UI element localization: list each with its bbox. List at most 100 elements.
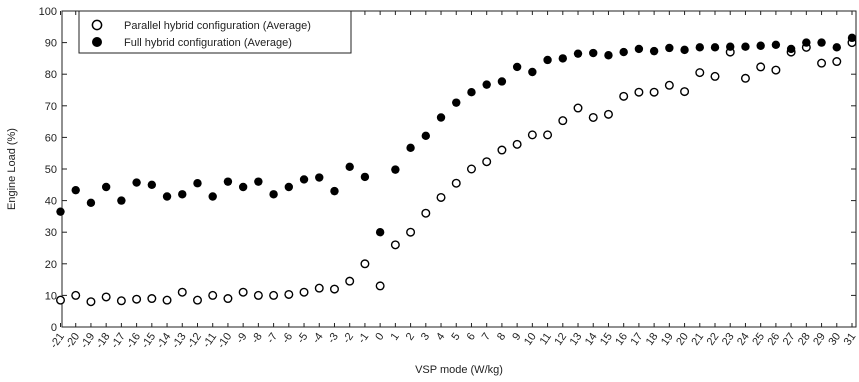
x-tick-label: -6 xyxy=(280,331,295,346)
full-hybrid-point xyxy=(375,228,385,237)
parallel-hybrid-point xyxy=(132,294,142,304)
parallel-hybrid-point xyxy=(116,296,126,306)
full-hybrid-point xyxy=(619,47,628,57)
full-hybrid-point xyxy=(512,62,522,72)
full-hybrid-point xyxy=(132,178,141,187)
x-tick-label: 14 xyxy=(583,331,600,348)
parallel-hybrid-point xyxy=(269,290,279,300)
full-hybrid-point xyxy=(573,49,583,58)
parallel-hybrid-point xyxy=(543,130,553,140)
y-tick-label: 40 xyxy=(45,196,57,208)
legend-box xyxy=(78,10,352,54)
x-tick-label: 12 xyxy=(552,331,569,348)
parallel-hybrid-point xyxy=(710,71,720,81)
x-tick-label: 15 xyxy=(598,331,615,348)
x-tick-label: -16 xyxy=(124,331,143,351)
x-tick-label: 23 xyxy=(720,331,737,348)
parallel-hybrid-point xyxy=(192,295,202,305)
parallel-hybrid-point xyxy=(817,58,827,68)
x-tick-label: -11 xyxy=(201,331,219,350)
y-tick-label: 60 xyxy=(45,132,57,144)
y-tick-label: 0 xyxy=(51,322,57,334)
x-tick-label: 0 xyxy=(373,331,386,343)
y-tick-label: 30 xyxy=(45,227,57,239)
y-tick-label: 50 xyxy=(45,164,57,176)
full-hybrid-point xyxy=(208,192,217,201)
full-hybrid-point xyxy=(269,190,278,199)
full-hybrid-point xyxy=(649,46,659,56)
y-axis: 0 10 20 30 40 50 60 70 80 90 100 xyxy=(39,6,856,334)
x-tick-label: 16 xyxy=(613,331,630,348)
x-tick-label: -3 xyxy=(325,331,340,346)
full-hybrid-point xyxy=(315,173,324,182)
x-tick-label: 25 xyxy=(750,331,767,348)
x-tick-label: -12 xyxy=(185,331,204,351)
parallel-hybrid-point xyxy=(603,109,613,119)
full-hybrid-point xyxy=(147,180,157,189)
plot-area xyxy=(61,10,857,328)
parallel-hybrid-point xyxy=(56,295,66,305)
full-hybrid-point xyxy=(223,177,233,186)
parallel-hybrid-point xyxy=(740,73,750,83)
x-tick-label: 19 xyxy=(659,331,676,348)
parallel-hybrid-point xyxy=(253,290,263,300)
full-hybrid-point xyxy=(406,143,415,153)
full-hybrid-point xyxy=(634,44,644,54)
x-tick-label: -4 xyxy=(310,331,325,346)
x-tick-label: 4 xyxy=(434,331,447,343)
full-hybrid-point xyxy=(330,186,339,196)
parallel-hybrid-point xyxy=(497,145,507,155)
x-tick-label: -18 xyxy=(94,331,113,351)
x-tick-label: -7 xyxy=(265,331,280,346)
x-tick-label: -15 xyxy=(139,331,158,351)
x-tick-label: 13 xyxy=(568,331,585,348)
full-hybrid-point xyxy=(817,38,826,47)
x-tick-label: 17 xyxy=(629,331,646,348)
full-hybrid-point xyxy=(452,98,461,107)
parallel-hybrid-point xyxy=(360,259,370,269)
parallel-hybrid-point xyxy=(314,283,324,293)
x-tick-label: 7 xyxy=(480,331,493,343)
x-tick-label: 24 xyxy=(735,331,752,348)
full-hybrid-point xyxy=(193,179,202,188)
legend: Parallel hybrid configuration (Average) F… xyxy=(78,10,352,54)
full-hybrid-point xyxy=(299,175,309,184)
parallel-hybrid-point xyxy=(634,87,644,97)
parallel-hybrid-point xyxy=(527,130,537,140)
full-hybrid-point xyxy=(238,182,248,192)
parallel-hybrid-point xyxy=(573,103,583,113)
x-tick-label: -19 xyxy=(78,331,97,351)
parallel-hybrid-point xyxy=(588,112,598,122)
x-tick-label: 22 xyxy=(705,331,722,348)
parallel-hybrid-point xyxy=(421,208,431,218)
x-tick-label: 29 xyxy=(811,331,828,348)
parallel-hybrid-point xyxy=(482,157,492,167)
parallel-hybrid-point xyxy=(558,116,568,126)
full-hybrid-point xyxy=(771,40,781,50)
full-hybrid-point xyxy=(786,44,796,54)
full-hybrid-point xyxy=(178,190,187,199)
x-axis-title: VSP mode (W/kg) xyxy=(415,364,503,376)
full-hybrid-point xyxy=(391,165,400,174)
x-tick-label: 30 xyxy=(826,331,843,348)
x-tick-label: 10 xyxy=(522,331,539,348)
parallel-hybrid-point xyxy=(649,87,659,97)
x-tick-label: 8 xyxy=(495,331,508,343)
x-tick-label: -1 xyxy=(356,331,371,346)
full-hybrid-point xyxy=(467,88,476,97)
full-hybrid-point xyxy=(695,43,704,52)
series-1 xyxy=(56,38,857,307)
y-tick-label: 100 xyxy=(39,6,57,18)
full-hybrid-point xyxy=(101,182,111,192)
full-hybrid-point xyxy=(832,43,841,52)
x-axis: -21-20-19-18-17-16-15-14-13-12-11-10 -9 -8… xyxy=(48,11,858,351)
full-hybrid-point xyxy=(543,55,552,65)
plot-frame xyxy=(61,10,857,328)
y-tick-label: 20 xyxy=(45,259,57,271)
x-tick-label: 1 xyxy=(388,331,401,343)
parallel-hybrid-point xyxy=(466,164,476,174)
full-hybrid-point xyxy=(756,41,765,50)
x-tick-label: -5 xyxy=(295,331,310,346)
full-hybrid-point xyxy=(741,42,750,51)
full-hybrid-point xyxy=(802,38,811,47)
